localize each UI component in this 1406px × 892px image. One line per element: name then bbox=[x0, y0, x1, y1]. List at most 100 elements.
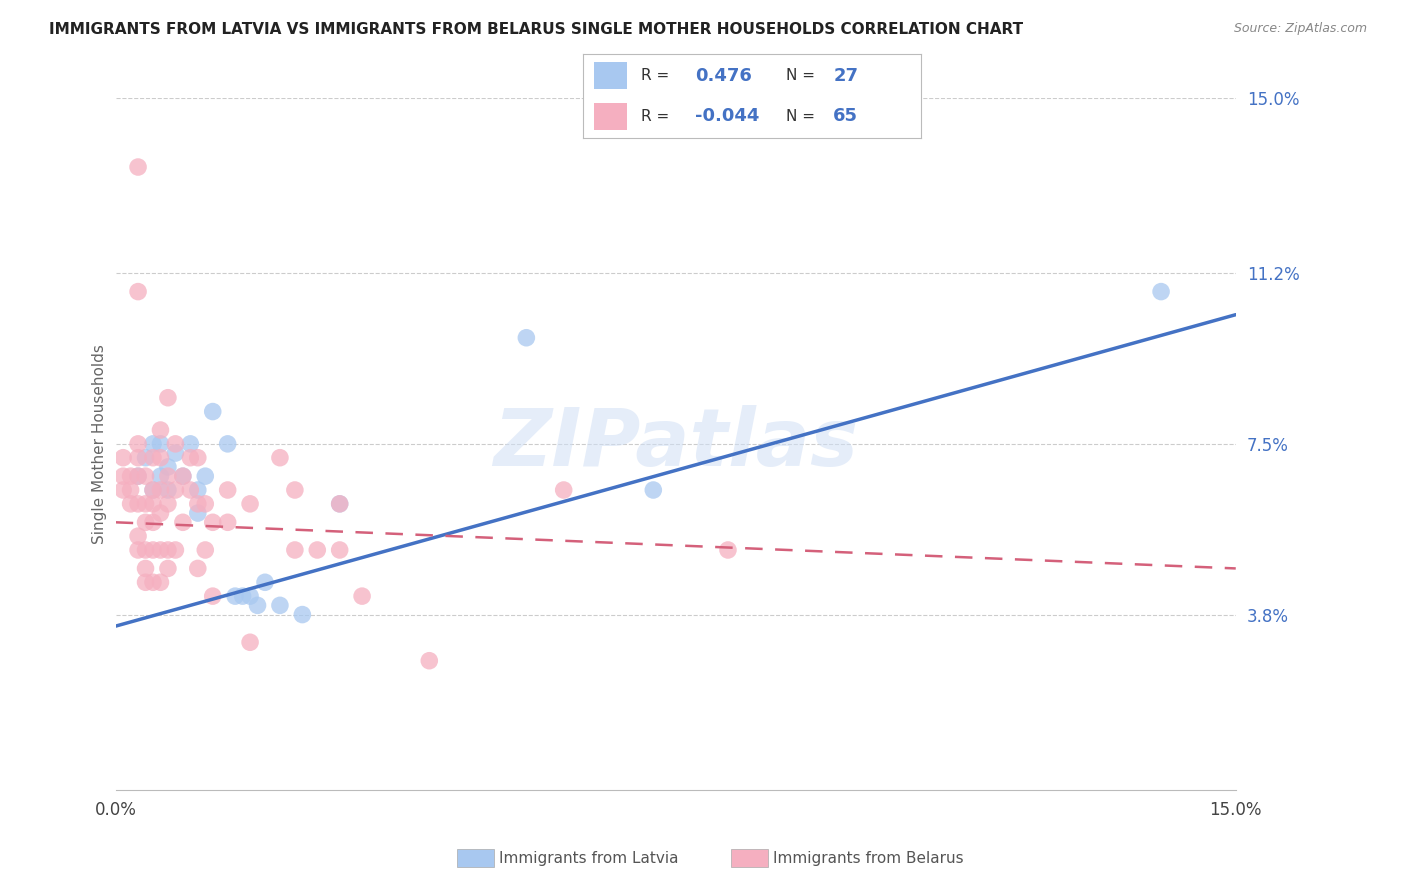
Bar bbox=[593, 62, 627, 89]
Point bbox=[142, 543, 165, 558]
Point bbox=[187, 483, 209, 497]
Point bbox=[149, 450, 172, 465]
Point bbox=[135, 469, 157, 483]
Point bbox=[217, 437, 239, 451]
Text: -0.044: -0.044 bbox=[695, 107, 759, 125]
Point bbox=[127, 285, 149, 299]
Point bbox=[156, 497, 179, 511]
Text: R =: R = bbox=[641, 109, 669, 124]
Point bbox=[120, 497, 142, 511]
Point bbox=[187, 561, 209, 575]
Bar bbox=[593, 103, 627, 130]
Point bbox=[149, 575, 172, 590]
Text: Immigrants from Latvia: Immigrants from Latvia bbox=[499, 851, 679, 865]
Text: ZIPatlas: ZIPatlas bbox=[494, 405, 858, 483]
Text: IMMIGRANTS FROM LATVIA VS IMMIGRANTS FROM BELARUS SINGLE MOTHER HOUSEHOLDS CORRE: IMMIGRANTS FROM LATVIA VS IMMIGRANTS FRO… bbox=[49, 22, 1024, 37]
Point bbox=[135, 575, 157, 590]
Point bbox=[165, 483, 187, 497]
Point bbox=[329, 497, 352, 511]
Point bbox=[187, 506, 209, 520]
Point bbox=[172, 469, 194, 483]
Point bbox=[165, 446, 187, 460]
Text: N =: N = bbox=[786, 109, 815, 124]
Point bbox=[120, 483, 142, 497]
Point bbox=[142, 575, 165, 590]
Point bbox=[269, 450, 291, 465]
Point bbox=[149, 469, 172, 483]
Point bbox=[239, 589, 262, 603]
Point bbox=[194, 543, 217, 558]
Point bbox=[156, 483, 179, 497]
Point bbox=[284, 543, 307, 558]
Point bbox=[307, 543, 329, 558]
Point bbox=[142, 516, 165, 530]
Point bbox=[232, 589, 254, 603]
Point bbox=[127, 543, 149, 558]
Point bbox=[201, 589, 224, 603]
Point bbox=[194, 497, 217, 511]
Point bbox=[352, 589, 374, 603]
Point bbox=[127, 469, 149, 483]
Point bbox=[329, 497, 352, 511]
Point bbox=[149, 543, 172, 558]
Point bbox=[194, 469, 217, 483]
Point bbox=[135, 543, 157, 558]
Point bbox=[135, 450, 157, 465]
Text: Source: ZipAtlas.com: Source: ZipAtlas.com bbox=[1233, 22, 1367, 36]
Text: 27: 27 bbox=[834, 67, 858, 85]
Point bbox=[418, 654, 440, 668]
Point bbox=[201, 516, 224, 530]
Point bbox=[515, 331, 537, 345]
Point bbox=[120, 469, 142, 483]
Point bbox=[127, 497, 149, 511]
Point bbox=[269, 599, 291, 613]
Point bbox=[127, 529, 149, 543]
Point bbox=[179, 483, 201, 497]
Point bbox=[553, 483, 575, 497]
Point bbox=[127, 437, 149, 451]
Point bbox=[329, 543, 352, 558]
Point bbox=[179, 450, 201, 465]
Point bbox=[112, 450, 135, 465]
Point bbox=[253, 575, 276, 590]
Point bbox=[135, 516, 157, 530]
Point bbox=[284, 483, 307, 497]
Y-axis label: Single Mother Households: Single Mother Households bbox=[93, 344, 107, 544]
Point bbox=[172, 469, 194, 483]
Point bbox=[156, 469, 179, 483]
Point bbox=[217, 516, 239, 530]
Point bbox=[135, 497, 157, 511]
Point bbox=[142, 497, 165, 511]
Point bbox=[156, 391, 179, 405]
Point bbox=[1150, 285, 1173, 299]
Point bbox=[149, 437, 172, 451]
Point bbox=[224, 589, 246, 603]
Text: Immigrants from Belarus: Immigrants from Belarus bbox=[773, 851, 965, 865]
Point bbox=[149, 506, 172, 520]
Point bbox=[142, 450, 165, 465]
Point bbox=[142, 483, 165, 497]
Point bbox=[127, 450, 149, 465]
Point bbox=[643, 483, 665, 497]
Point bbox=[239, 497, 262, 511]
Point bbox=[112, 483, 135, 497]
Point bbox=[156, 543, 179, 558]
Point bbox=[165, 543, 187, 558]
Point bbox=[172, 516, 194, 530]
Point bbox=[179, 437, 201, 451]
Point bbox=[142, 483, 165, 497]
Point bbox=[246, 599, 269, 613]
Point bbox=[127, 469, 149, 483]
Point bbox=[127, 160, 149, 174]
Point bbox=[165, 437, 187, 451]
Text: R =: R = bbox=[641, 68, 669, 83]
Point bbox=[149, 423, 172, 437]
Point bbox=[187, 497, 209, 511]
Point bbox=[112, 469, 135, 483]
Point bbox=[239, 635, 262, 649]
Point bbox=[187, 450, 209, 465]
Text: 0.476: 0.476 bbox=[695, 67, 752, 85]
Point bbox=[135, 561, 157, 575]
Point bbox=[291, 607, 314, 622]
Point bbox=[717, 543, 740, 558]
